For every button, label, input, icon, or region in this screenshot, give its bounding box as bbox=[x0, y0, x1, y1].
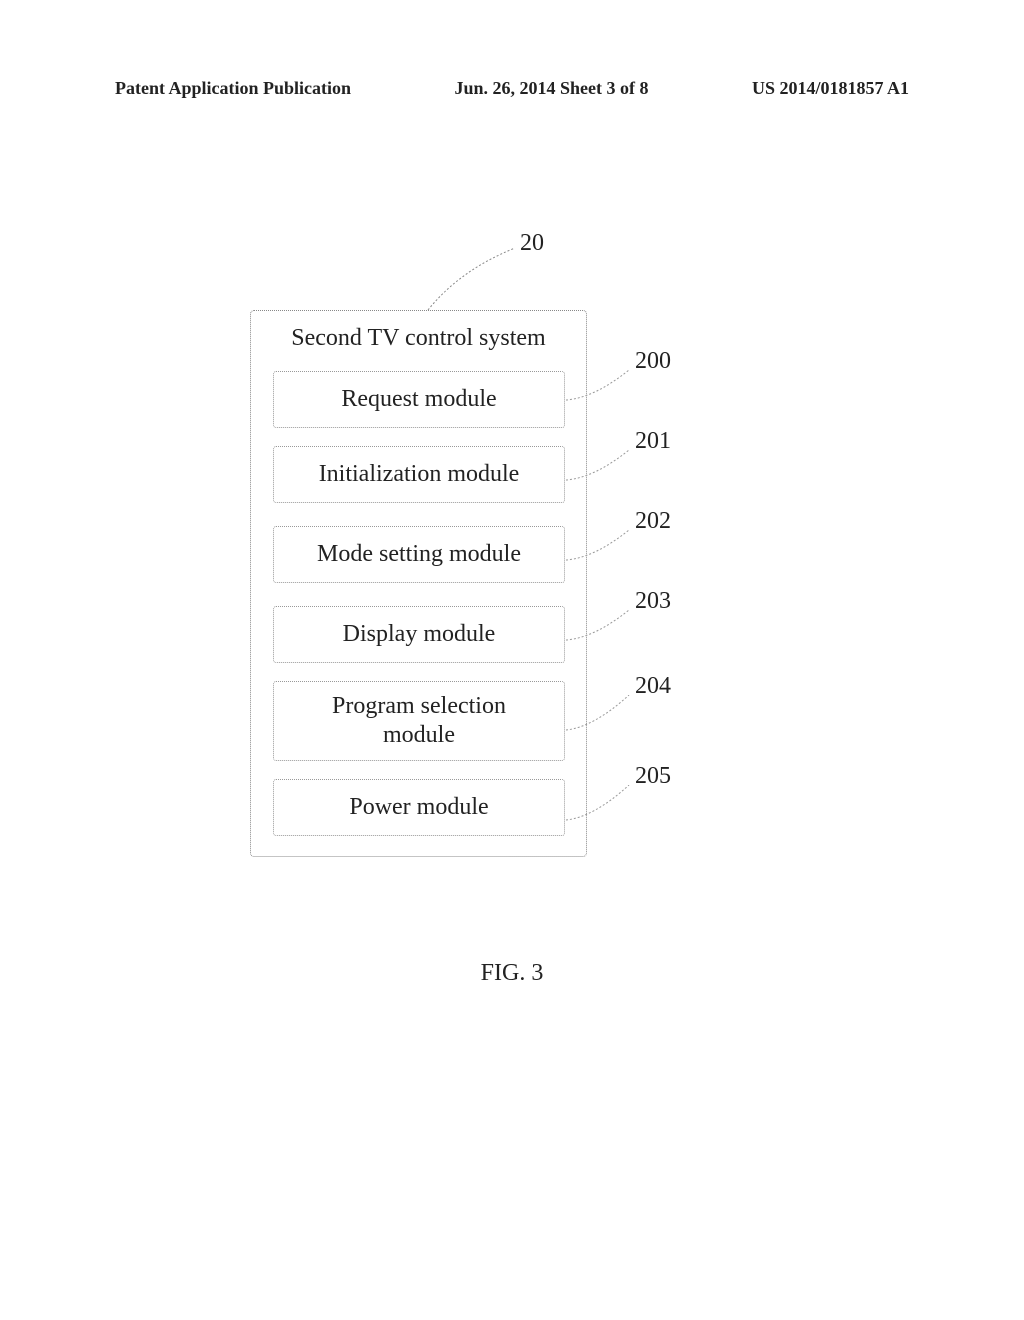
module-mode-setting: Mode setting module bbox=[273, 526, 565, 583]
outer-ref-label: 20 bbox=[520, 230, 544, 257]
module-label: Power module bbox=[349, 794, 488, 821]
ref-200: 200 bbox=[635, 348, 671, 375]
module-label: Mode setting module bbox=[317, 541, 521, 568]
page-header: Patent Application Publication Jun. 26, … bbox=[0, 78, 1024, 99]
ref-204: 204 bbox=[635, 673, 671, 700]
ref-203: 203 bbox=[635, 588, 671, 615]
module-label: Display module bbox=[343, 621, 496, 648]
module-request: Request module bbox=[273, 371, 565, 428]
module-power: Power module bbox=[273, 779, 565, 836]
module-label: Request module bbox=[341, 386, 496, 413]
module-label: Initialization module bbox=[319, 461, 520, 488]
header-right: US 2014/0181857 A1 bbox=[752, 78, 909, 99]
outer-title: Second TV control system bbox=[251, 325, 586, 352]
ref-201: 201 bbox=[635, 428, 671, 455]
module-initialization: Initialization module bbox=[273, 446, 565, 503]
module-display: Display module bbox=[273, 606, 565, 663]
header-mid: Jun. 26, 2014 Sheet 3 of 8 bbox=[454, 78, 648, 99]
ref-205: 205 bbox=[635, 763, 671, 790]
ref-202: 202 bbox=[635, 508, 671, 535]
outer-box: Second TV control system Request module … bbox=[250, 310, 587, 857]
module-program-selection: Program selection module bbox=[273, 681, 565, 761]
header-left: Patent Application Publication bbox=[115, 78, 351, 99]
module-label: Program selection module bbox=[332, 692, 506, 750]
figure-caption: FIG. 3 bbox=[0, 960, 1024, 987]
